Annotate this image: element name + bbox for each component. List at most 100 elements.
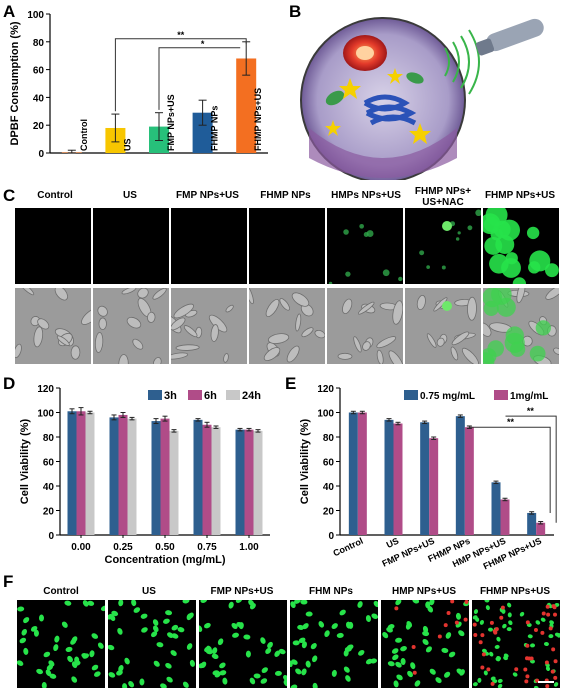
x-tick-label: 0.00	[71, 542, 91, 553]
live-cell	[507, 602, 512, 608]
cell-outline	[433, 297, 448, 312]
live-cell	[512, 672, 518, 677]
live-cell	[301, 641, 307, 649]
live-cell	[529, 659, 535, 664]
live-cell	[392, 654, 399, 661]
live-dead-stain-micrograph	[381, 600, 469, 688]
cell-outline	[249, 288, 254, 305]
live-cell	[214, 671, 221, 678]
significance-bracket	[469, 426, 551, 513]
live-cell	[357, 601, 363, 608]
legend-label: 24h	[242, 390, 261, 402]
y-tick-label: 20	[43, 507, 55, 518]
bar	[211, 427, 221, 535]
live-cell	[395, 661, 402, 668]
cell-outline	[132, 338, 144, 350]
y-tick-label: 80	[33, 38, 45, 49]
chart-d: 0 20 40 60 80 100 120 Cell Viability (%) 0.00 0.2…	[19, 384, 270, 566]
dead-cell	[553, 675, 558, 680]
live-cell	[124, 657, 130, 665]
fluorescent-spot	[441, 265, 446, 270]
live-cell	[422, 638, 429, 646]
dead-cell	[411, 645, 416, 650]
fluorescent-cell	[498, 219, 521, 241]
live-cell	[535, 620, 541, 625]
live-cell	[339, 609, 346, 616]
live-cell	[186, 643, 193, 650]
bar	[192, 112, 213, 153]
live-cell	[108, 644, 115, 651]
live-cell	[160, 683, 167, 688]
live-dead-stain-micrograph	[290, 600, 378, 688]
live-cell	[48, 660, 55, 667]
live-cell	[425, 646, 432, 653]
live-cell	[140, 613, 148, 619]
y-tick-label: 80	[323, 433, 335, 444]
bar	[429, 438, 439, 535]
live-cell	[501, 608, 506, 614]
live-cell	[543, 641, 549, 647]
panel-label-b: B	[289, 2, 302, 21]
mitochondrion	[406, 72, 424, 84]
panel-c-header: HMPs NPs+US	[331, 190, 401, 201]
live-cell	[253, 673, 261, 679]
cell-outline	[451, 331, 470, 346]
live-cell	[291, 659, 298, 665]
live-cell	[260, 637, 266, 644]
live-cell	[131, 600, 137, 607]
x-tick-label: 0.50	[155, 542, 175, 553]
cell-outline	[81, 307, 91, 325]
live-cell	[310, 643, 317, 650]
bar	[348, 412, 358, 535]
dead-cell	[494, 627, 499, 632]
cell-outline	[357, 301, 375, 315]
cell-outline	[286, 345, 300, 363]
cell-outline	[147, 311, 156, 323]
live-cell	[391, 648, 399, 654]
panel-c-header: FHMP NPs+	[414, 186, 472, 197]
live-cell	[91, 633, 98, 639]
bar	[202, 424, 212, 535]
cell-outline	[33, 326, 44, 348]
live-cell	[249, 677, 256, 685]
cell-outline	[483, 322, 492, 337]
live-cell	[238, 622, 244, 630]
live-cell	[200, 600, 208, 603]
live-cell	[261, 667, 268, 673]
live-cell	[407, 670, 413, 678]
cell-outline	[18, 288, 35, 296]
live-cell	[36, 668, 43, 675]
mitochondrion	[325, 90, 345, 106]
fluorescent-cell	[510, 341, 526, 357]
live-cell	[65, 646, 73, 652]
dead-cell	[493, 630, 498, 635]
dead-cell	[541, 611, 546, 616]
live-cell	[177, 627, 185, 633]
brightfield-micrograph	[15, 288, 91, 364]
golgi-apparatus	[363, 94, 417, 126]
bar	[527, 512, 537, 535]
live-cell	[17, 606, 25, 612]
dead-cell	[450, 600, 455, 604]
cell-outline	[362, 341, 371, 351]
live-cell	[506, 627, 512, 632]
live-cell	[21, 628, 27, 636]
bar	[76, 411, 86, 535]
brightfield-micrograph	[249, 288, 325, 364]
live-cell	[422, 631, 430, 637]
live-cell	[222, 677, 228, 685]
bar	[109, 417, 119, 535]
cell-ultrasound-illustration	[300, 17, 544, 180]
dead-cell	[463, 617, 468, 622]
x-tick-label: 1.00	[239, 542, 259, 553]
dead-cell	[472, 622, 477, 627]
cell-outline	[279, 298, 290, 311]
live-cell	[199, 662, 206, 669]
live-cell	[386, 627, 393, 633]
significance-marker: **	[507, 417, 515, 427]
live-cell	[292, 640, 300, 646]
live-cell	[497, 683, 503, 688]
live-cell	[300, 600, 308, 605]
dead-cell	[412, 670, 417, 675]
panel-c-header: FHMP NPs+US	[484, 190, 556, 201]
